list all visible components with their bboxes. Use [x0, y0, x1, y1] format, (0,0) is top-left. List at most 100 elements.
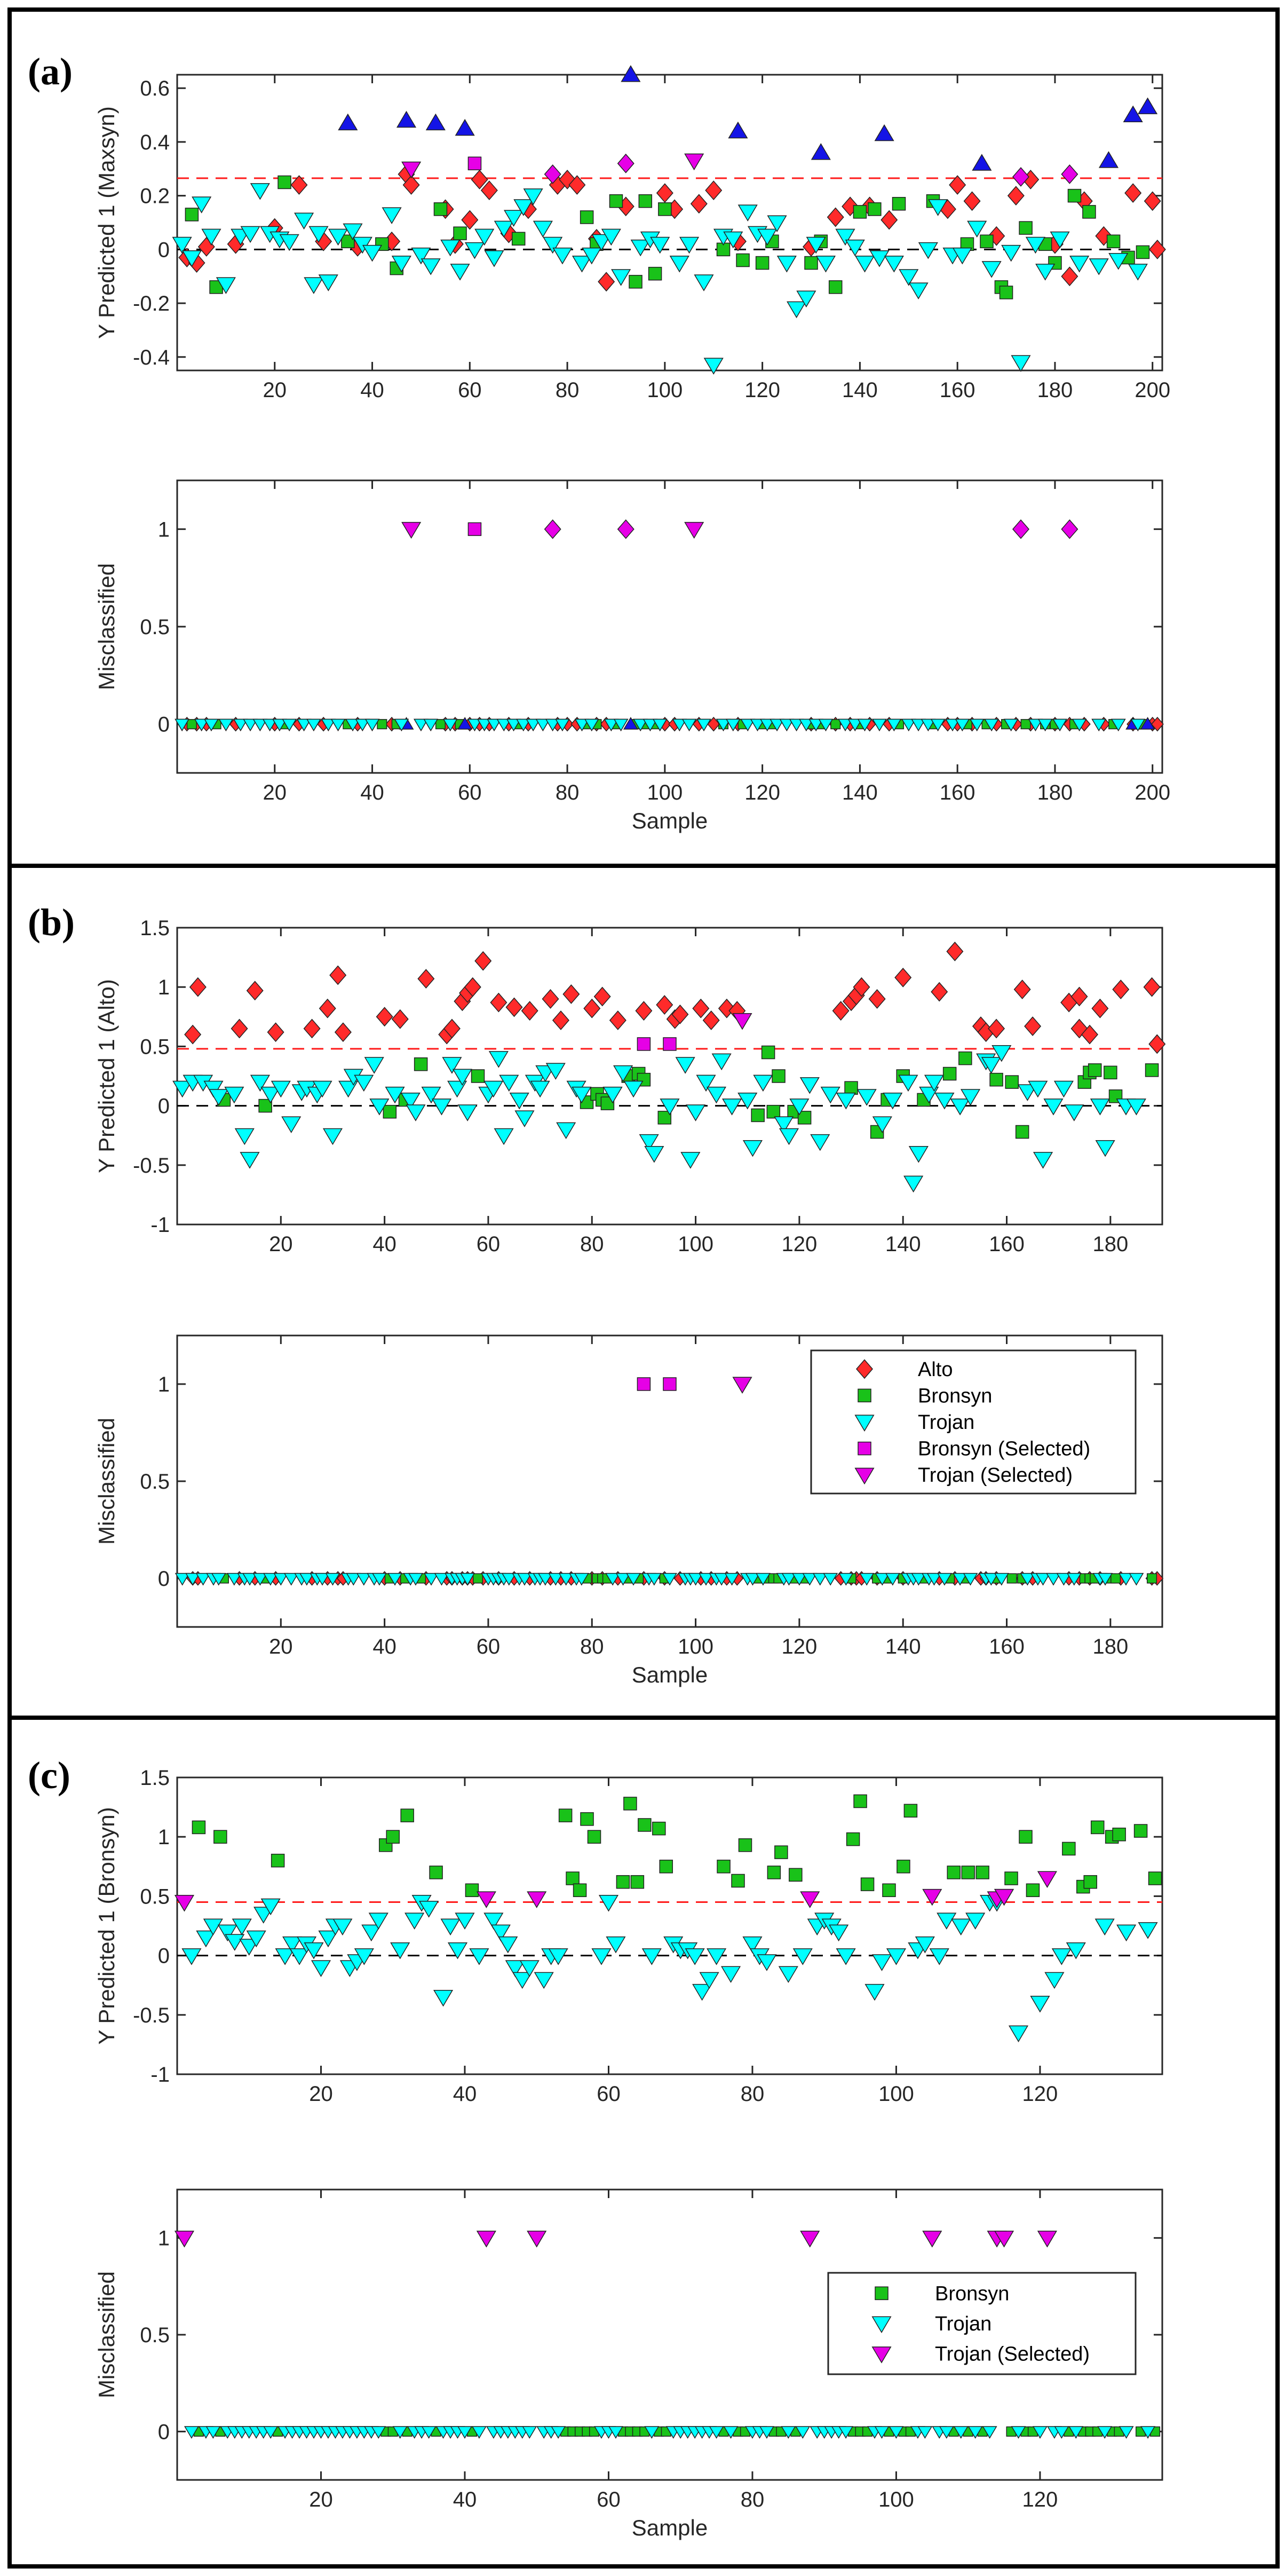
legend: Bronsyn Trojan Trojan (Selected): [827, 2272, 1137, 2375]
data-point-alto: [1061, 266, 1078, 287]
x-axis-label: Sample: [632, 2515, 708, 2540]
data-point-trojan: [699, 1972, 719, 1989]
data-point-alto: [562, 984, 580, 1004]
legend-label-alto: Alto: [918, 1358, 953, 1381]
zero-point-trojan: [1003, 718, 1019, 732]
misclassified-markers: [401, 519, 1078, 539]
correct-markers: [174, 716, 1164, 732]
zero-point-bronsyn: [472, 1573, 483, 1584]
x-tick-label: 60: [477, 1232, 501, 1256]
legend-marker-bronsyn: [858, 1388, 871, 1403]
data-point-bronsyn: [767, 1866, 781, 1879]
zero-point-trojan: [1028, 718, 1043, 732]
data-point-bronsyn: [717, 1860, 731, 1874]
data-point-trojan: [362, 244, 383, 262]
data-point-trojan: [899, 269, 919, 286]
data-point-trojan: [1069, 256, 1090, 273]
data-point-trojan: [440, 239, 461, 257]
zero-point-maxsyn: [457, 717, 473, 730]
y-tick-label: -0.5: [133, 2004, 170, 2027]
data-point-trojan: [787, 301, 807, 319]
x-tick-label: 20: [263, 378, 287, 402]
panel-b-letter: (b): [28, 901, 75, 944]
zero-point-trojan: [1129, 1573, 1144, 1586]
zero-point-trojan: [838, 718, 853, 732]
misclassified-point-trojan-selected: [527, 2231, 547, 2248]
zero-point-trojan: [243, 718, 258, 732]
data-point-alto: [521, 1001, 538, 1021]
data-point-trojan: [494, 1128, 514, 1145]
data-point-alto: [827, 207, 844, 227]
zero-point-trojan: [969, 718, 985, 732]
data-point-trojan: [181, 250, 202, 267]
zero-point-bronsyn: [435, 719, 446, 730]
zero-point-trojan: [263, 1573, 278, 1586]
data-point-trojan: [464, 242, 485, 259]
data-point-bronsyn: [258, 1099, 272, 1113]
zero-point-trojan: [1052, 718, 1068, 732]
data-point-trojan: [799, 1077, 820, 1094]
misclassified-point-alto-selected: [1012, 519, 1029, 539]
data-point-trojan-selected: [527, 1891, 547, 1908]
zero-point-bronsyn: [830, 719, 841, 730]
zero-point-trojan: [574, 718, 590, 732]
data-point-trojan: [1053, 1080, 1074, 1098]
data-point-trojan: [447, 1942, 468, 1959]
data-point-trojan: [1095, 1140, 1115, 1157]
zero-point-trojan: [724, 1573, 740, 1586]
zero-point-trojan: [1140, 2426, 1156, 2439]
misclassified-point-trojan-selected: [800, 2231, 820, 2248]
data-point-alto: [303, 1018, 321, 1039]
data-point-bronsyn: [192, 1820, 206, 1835]
data-point-maxsyn: [728, 121, 748, 139]
y-tick-label: 0: [158, 1945, 170, 1968]
zero-point-trojan: [263, 2426, 279, 2439]
zero-point-trojan: [953, 1573, 968, 1586]
data-point-bronsyn: [1148, 1871, 1162, 1885]
x-tick-label: 180: [1037, 781, 1073, 804]
data-point-trojan: [991, 1045, 1012, 1062]
data-point-alto: [1124, 183, 1142, 203]
x-tick-label: 120: [1022, 2082, 1058, 2106]
data-point-trojan: [707, 1948, 727, 1965]
zero-point-trojan: [926, 1573, 942, 1586]
data-point-trojan: [1116, 1924, 1137, 1942]
legend-marker-bronsyn-selected: [858, 1441, 871, 1456]
zero-point-trojan: [759, 718, 775, 732]
data-point-alto: [1148, 239, 1166, 259]
zero-point-trojan: [242, 1573, 257, 1586]
zero-point-trojan: [874, 2426, 890, 2439]
zero-point-trojan: [605, 1573, 621, 1586]
data-point-trojan: [483, 1913, 504, 1930]
zero-point-trojan: [984, 718, 1000, 732]
data-point-trojan: [796, 290, 816, 307]
data-point-trojan: [871, 1954, 892, 1971]
zero-point-trojan: [501, 1573, 517, 1586]
data-point-trojan: [513, 199, 534, 216]
data-point-alto: [705, 180, 723, 200]
misclassified-point-trojan-selected: [732, 1377, 752, 1394]
data-point-trojan: [950, 1099, 970, 1116]
data-point-bronsyn: [1104, 1065, 1117, 1080]
zero-point-trojan: [911, 1573, 926, 1586]
data-point-trojan: [338, 1080, 359, 1098]
data-point-trojan: [474, 228, 495, 246]
data-point-trojan: [421, 1086, 441, 1104]
data-point-bronsyn: [1062, 1842, 1076, 1856]
data-point-trojan: [1025, 236, 1045, 254]
data-point-alto: [329, 965, 347, 985]
zero-point-trojan: [725, 718, 741, 732]
data-point-trojan: [774, 1116, 794, 1133]
zero-point-trojan: [696, 718, 711, 732]
data-point-trojan: [289, 1948, 310, 1965]
data-point-trojan: [706, 1086, 727, 1104]
y-tick-label: 1: [158, 2227, 170, 2250]
data-point-bronsyn: [942, 1066, 957, 1081]
x-tick-label: 160: [940, 781, 975, 804]
data-point-trojan: [1035, 264, 1056, 281]
data-point-trojan: [512, 1972, 533, 1989]
data-point-trojan: [928, 199, 948, 216]
data-point-alto: [402, 175, 420, 195]
data-point-bronsyn: [853, 1794, 867, 1808]
